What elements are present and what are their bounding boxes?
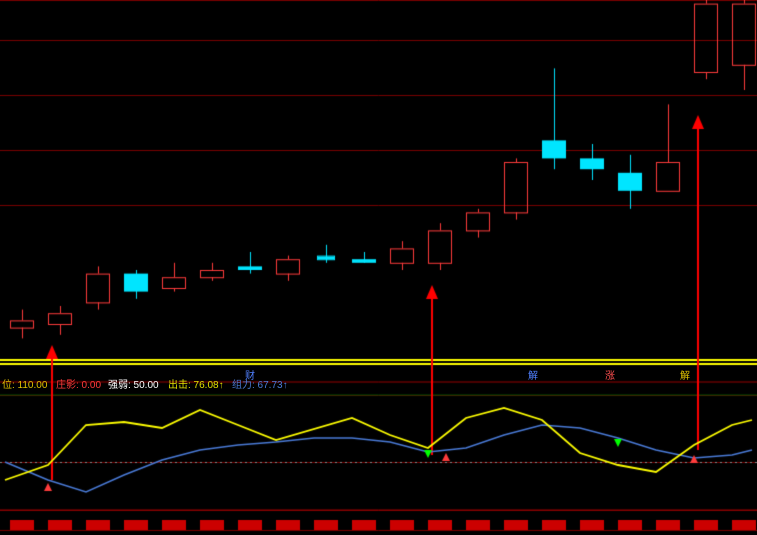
indicator-label-1: 庄影: 0.00 [56, 376, 101, 391]
stock-chart-canvas [0, 0, 757, 535]
panel-label-3: 解 [680, 367, 690, 382]
panel-label-1: 解 [528, 367, 538, 382]
indicator-label-2: 强弱: 50.00 [108, 376, 159, 391]
indicator-label-3: 出击: 76.08↑ [168, 376, 224, 391]
indicator-label-4: 组力: 67.73↑ [232, 376, 288, 391]
panel-label-0: 财 [245, 367, 255, 382]
panel-label-2: 涨 [605, 367, 615, 382]
indicator-label-0: 位: 110.00 [2, 376, 47, 391]
